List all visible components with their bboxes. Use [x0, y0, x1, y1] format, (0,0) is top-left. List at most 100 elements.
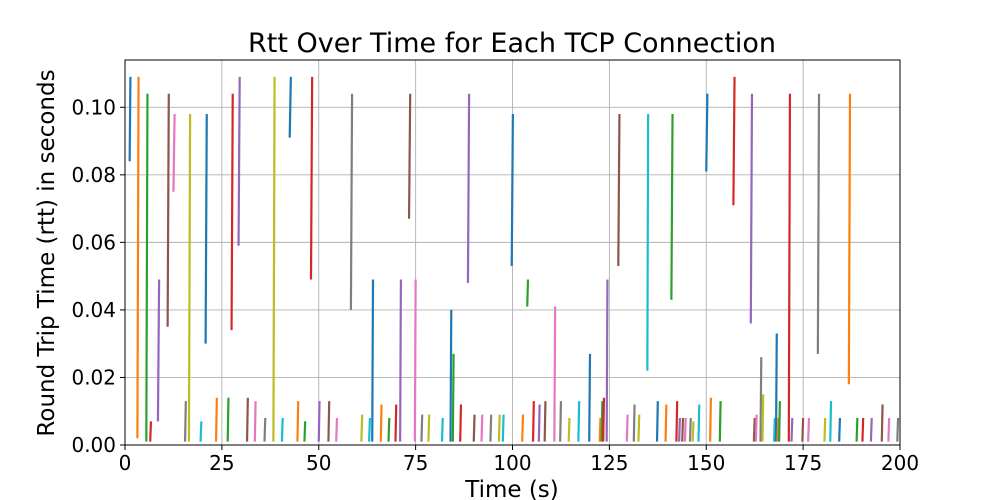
x-tick-label-3: 75	[403, 451, 428, 475]
series-line-19	[280, 417, 284, 442]
series-line-21	[296, 401, 300, 442]
series-line-60	[598, 417, 602, 442]
series-line-37	[420, 414, 424, 442]
series-line-50	[521, 414, 525, 442]
chart-title: Rtt Over Time for Each TCP Connection	[248, 28, 776, 59]
series-line-55	[553, 306, 557, 442]
series-line-42	[459, 404, 463, 442]
series-line-63	[605, 279, 609, 442]
series-line-100	[847, 93, 852, 385]
series-line-11	[214, 397, 218, 442]
series-line-29	[368, 417, 371, 442]
series-line-28	[360, 414, 364, 442]
series-line-82	[732, 76, 736, 206]
series-line-25	[327, 401, 331, 442]
series-line-34	[399, 279, 402, 442]
series-line-91	[778, 401, 781, 442]
series-line-2	[145, 93, 149, 442]
series-line-30	[371, 279, 375, 442]
series-line-32	[387, 417, 391, 442]
series-line-1	[136, 76, 140, 439]
series-line-12	[226, 397, 230, 442]
series-line-98	[829, 401, 833, 442]
series-line-57	[567, 417, 571, 442]
y-axis-ticks: 0.00 0.02 0.04 0.06 0.08 0.10	[71, 95, 125, 457]
series-line-58	[577, 401, 581, 442]
series-line-5	[166, 93, 170, 327]
series-line-73	[678, 417, 681, 442]
series-line-48	[501, 414, 505, 442]
series-line-45	[480, 414, 484, 442]
series-line-0	[128, 76, 132, 162]
series-line-18	[272, 76, 276, 442]
series-line-31	[379, 404, 383, 442]
series-line-69	[655, 401, 659, 442]
series-line-54	[543, 401, 547, 442]
series-line-56	[559, 401, 563, 442]
x-tick-label-7: 175	[784, 451, 822, 475]
series-line-78	[697, 404, 701, 442]
series-line-90	[776, 417, 780, 442]
x-tick-label-0: 0	[119, 451, 132, 475]
series-line-14	[237, 76, 241, 246]
y-tick-label-2: 0.04	[71, 298, 116, 322]
series-line-3	[149, 421, 153, 442]
series-line-94	[801, 417, 805, 442]
y-tick-label-1: 0.02	[71, 365, 116, 389]
series-line-97	[823, 417, 827, 442]
series-line-83	[749, 93, 754, 324]
series-line-20	[288, 76, 292, 138]
series-line-85	[754, 414, 758, 442]
series-line-41	[451, 353, 455, 442]
series-line-101	[855, 417, 859, 442]
series-line-84	[752, 417, 756, 442]
series-line-67	[637, 414, 641, 442]
series-line-4	[156, 279, 161, 422]
series-line-77	[691, 421, 695, 442]
series-line-23	[309, 76, 314, 280]
series-line-70	[664, 404, 668, 442]
series-line-87	[761, 394, 765, 442]
series-line-72	[675, 401, 679, 442]
series-line-61	[600, 401, 604, 442]
series-line-89	[774, 333, 778, 442]
series-line-66	[632, 404, 636, 442]
series-line-102	[861, 417, 865, 442]
series-line-49	[510, 114, 514, 267]
series-line-105	[887, 417, 891, 442]
series-line-33	[394, 404, 398, 442]
series-line-47	[497, 414, 501, 442]
series-line-8	[187, 114, 192, 442]
series-line-9	[199, 421, 203, 442]
series-line-36	[413, 279, 417, 442]
series-line-38	[427, 414, 431, 442]
series-line-71	[670, 114, 674, 300]
series-layer	[128, 76, 900, 442]
x-axis-ticks: 0 25 50 75 100 125 150 175 200	[119, 445, 919, 475]
series-line-7	[183, 401, 187, 442]
series-line-16	[253, 401, 257, 442]
series-line-65	[625, 414, 629, 442]
series-line-95	[807, 417, 811, 442]
series-line-43	[466, 93, 471, 283]
series-line-40	[449, 309, 453, 442]
series-line-17	[263, 417, 267, 442]
series-line-76	[688, 417, 692, 442]
series-line-53	[537, 404, 541, 442]
series-line-104	[880, 404, 884, 442]
series-line-62	[602, 397, 606, 442]
x-tick-label-2: 50	[306, 451, 331, 475]
series-line-103	[869, 417, 873, 442]
series-line-68	[646, 114, 650, 371]
series-line-10	[204, 114, 208, 344]
series-line-86	[759, 357, 763, 442]
series-line-6	[172, 114, 176, 192]
y-tick-label-5: 0.10	[71, 95, 116, 119]
series-line-80	[709, 397, 712, 442]
series-line-46	[489, 414, 493, 442]
y-tick-label-0: 0.00	[71, 433, 116, 457]
series-line-79	[705, 93, 709, 172]
x-tick-label-4: 100	[493, 451, 531, 475]
